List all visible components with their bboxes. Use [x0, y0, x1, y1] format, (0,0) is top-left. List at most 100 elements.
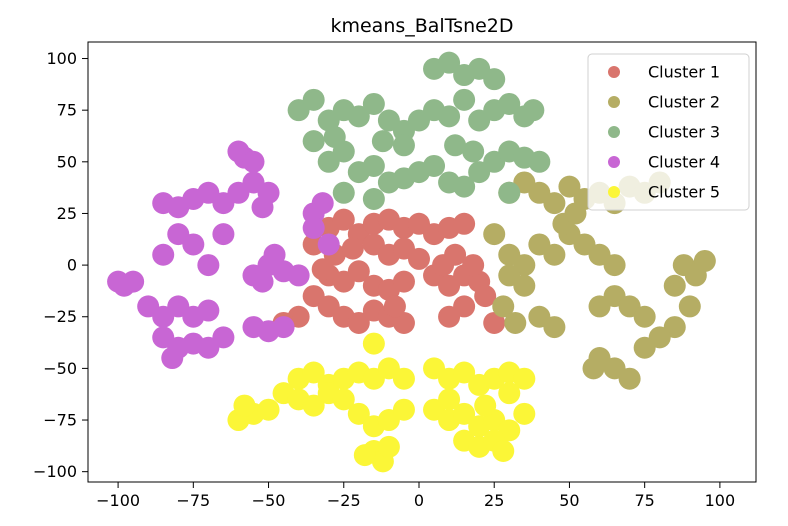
data-point — [332, 388, 355, 411]
legend-entry: Cluster 1 — [608, 63, 720, 82]
data-point — [633, 336, 656, 359]
data-point — [152, 243, 175, 266]
y-tick-label: 50 — [57, 152, 77, 171]
legend-label: Cluster 2 — [648, 93, 720, 112]
legend-label: Cluster 5 — [648, 183, 720, 202]
data-point — [233, 394, 256, 417]
x-axis: −100 −75 −50 −25 0 25 50 75 100 — [96, 482, 735, 510]
data-point — [603, 254, 626, 277]
data-point — [513, 402, 536, 425]
data-point — [453, 175, 476, 198]
data-point — [504, 311, 527, 334]
data-point — [311, 258, 334, 281]
data-point — [522, 99, 545, 122]
y-tick: −100 — [33, 462, 88, 481]
data-point — [251, 270, 274, 293]
legend-entry: Cluster 4 — [608, 153, 720, 172]
legend-marker — [608, 126, 620, 138]
data-point — [392, 311, 415, 334]
data-point — [438, 305, 461, 328]
y-tick: 75 — [57, 101, 88, 120]
data-point — [618, 367, 641, 390]
data-point — [212, 326, 235, 349]
data-point — [474, 285, 497, 308]
x-tick: 25 — [484, 482, 504, 510]
y-tick-label: −75 — [43, 411, 77, 430]
data-point — [242, 150, 265, 173]
x-tick: −50 — [252, 482, 286, 510]
data-point — [332, 208, 355, 231]
data-point — [311, 192, 334, 215]
x-tick-label: 75 — [634, 491, 654, 510]
y-axis: 100 75 50 25 0 −25 −50 −75 −100 — [33, 49, 88, 481]
data-point — [392, 134, 415, 157]
data-point — [407, 247, 430, 270]
plot-area-frame — [87, 41, 757, 483]
y-tick: −25 — [43, 307, 88, 326]
data-point — [347, 402, 370, 425]
data-point — [122, 270, 145, 293]
y-tick: −50 — [43, 359, 88, 378]
legend: Cluster 1 Cluster 2 Cluster 3 Cluster 4 … — [587, 53, 750, 211]
data-point — [302, 233, 325, 256]
data-point — [678, 295, 701, 318]
data-point — [513, 367, 536, 390]
y-tick-label: −50 — [43, 359, 77, 378]
data-point — [302, 88, 325, 111]
legend-label: Cluster 4 — [648, 153, 720, 172]
x-tick: −75 — [176, 482, 210, 510]
x-tick: 75 — [634, 482, 655, 510]
data-point — [362, 154, 385, 177]
data-point — [317, 233, 340, 256]
y-tick: −75 — [43, 411, 88, 430]
x-tick-label: −75 — [176, 491, 210, 510]
x-tick-label: −100 — [96, 491, 140, 510]
data-point — [383, 295, 406, 318]
data-point — [438, 51, 461, 74]
series-cluster-1 — [272, 208, 506, 334]
data-point — [362, 92, 385, 115]
data-point — [302, 216, 325, 239]
x-tick-label: −50 — [252, 491, 286, 510]
y-tick-label: 0 — [67, 256, 77, 275]
data-point — [483, 223, 506, 246]
data-point — [362, 187, 385, 210]
data-point — [453, 212, 476, 235]
y-tick-label: −100 — [33, 462, 77, 481]
series-cluster-4 — [107, 140, 340, 370]
legend-entry: Cluster 3 — [608, 123, 720, 142]
data-point — [453, 361, 476, 384]
data-point — [332, 181, 355, 204]
y-tick: 0 — [67, 256, 88, 275]
data-point — [558, 175, 581, 198]
data-point — [663, 274, 686, 297]
data-point — [492, 440, 515, 463]
y-tick: 25 — [57, 204, 88, 223]
data-point — [474, 394, 497, 417]
y-tick: 100 — [46, 49, 88, 68]
data-point — [528, 150, 551, 173]
data-point — [287, 264, 310, 287]
y-tick-label: −25 — [43, 307, 77, 326]
data-point — [212, 223, 235, 246]
data-point — [197, 254, 220, 277]
data-point — [492, 295, 515, 318]
x-tick-label: 50 — [559, 491, 579, 510]
y-tick-label: 100 — [46, 49, 77, 68]
legend-frame — [587, 53, 750, 211]
x-tick: 0 — [414, 482, 424, 510]
series-cluster-3 — [287, 51, 551, 210]
data-point — [161, 347, 184, 370]
data-point — [543, 192, 566, 215]
legend-marker — [608, 186, 620, 198]
x-tick-label: −25 — [327, 491, 361, 510]
legend-entry: Cluster 2 — [608, 93, 720, 112]
data-point — [498, 382, 521, 405]
x-tick: 100 — [705, 482, 735, 510]
data-point — [392, 270, 415, 293]
legend-marker — [608, 96, 620, 108]
data-point — [444, 243, 467, 266]
data-point — [444, 134, 467, 157]
data-point — [423, 154, 446, 177]
data-point — [302, 361, 325, 384]
